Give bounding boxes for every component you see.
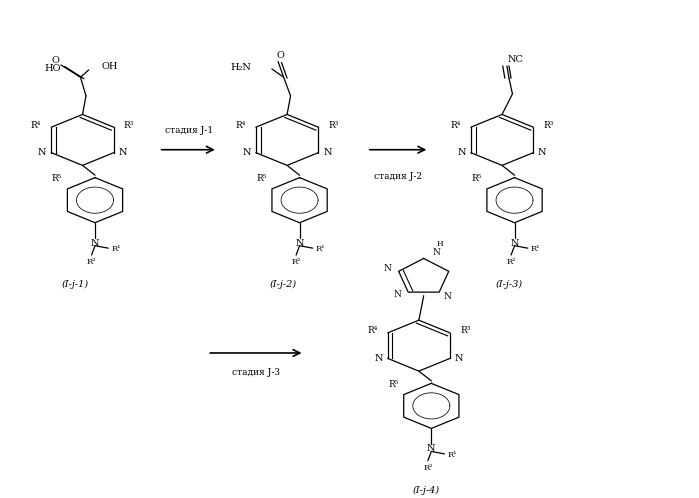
Text: R⁴: R⁴ bbox=[236, 121, 246, 129]
Text: H₂N: H₂N bbox=[231, 63, 252, 72]
Text: R⁵: R⁵ bbox=[52, 174, 62, 183]
Text: R²: R² bbox=[87, 258, 96, 266]
Text: N: N bbox=[427, 445, 435, 454]
Text: R⁴: R⁴ bbox=[367, 327, 377, 336]
Text: H: H bbox=[436, 240, 443, 248]
Text: R³: R³ bbox=[460, 327, 470, 336]
Text: N: N bbox=[444, 291, 452, 300]
Text: O: O bbox=[52, 56, 59, 65]
Text: R¹: R¹ bbox=[531, 245, 540, 253]
Text: N: N bbox=[119, 148, 127, 157]
Text: R²: R² bbox=[423, 464, 433, 472]
Text: R⁵: R⁵ bbox=[388, 380, 398, 389]
Text: R¹: R¹ bbox=[447, 451, 457, 459]
Text: стадия J-1: стадия J-1 bbox=[164, 125, 212, 134]
Text: (I-j-4): (I-j-4) bbox=[412, 486, 440, 495]
Text: R⁵: R⁵ bbox=[257, 174, 266, 183]
Text: стадия J-2: стадия J-2 bbox=[374, 172, 422, 181]
Text: (I-j-3): (I-j-3) bbox=[496, 280, 523, 289]
Text: N: N bbox=[432, 248, 440, 257]
Text: R³: R³ bbox=[124, 121, 134, 129]
Text: стадия J-3: стадия J-3 bbox=[232, 368, 280, 377]
Text: N: N bbox=[375, 354, 383, 363]
Text: N: N bbox=[243, 148, 251, 157]
Text: R²: R² bbox=[506, 258, 516, 266]
Text: N: N bbox=[510, 239, 519, 248]
Text: R¹: R¹ bbox=[111, 245, 120, 253]
Text: N: N bbox=[455, 354, 463, 363]
Text: N: N bbox=[458, 148, 466, 157]
Text: R⁴: R⁴ bbox=[450, 121, 461, 129]
Text: N: N bbox=[91, 239, 99, 248]
Text: R⁵: R⁵ bbox=[471, 174, 482, 183]
Text: N: N bbox=[393, 290, 401, 299]
Text: R³: R³ bbox=[329, 121, 339, 129]
Text: N: N bbox=[384, 264, 391, 273]
Text: O: O bbox=[276, 51, 284, 60]
Text: R¹: R¹ bbox=[316, 245, 325, 253]
Text: N: N bbox=[38, 148, 47, 157]
Text: R³: R³ bbox=[543, 121, 554, 129]
Text: N: N bbox=[323, 148, 331, 157]
Text: OH: OH bbox=[101, 62, 117, 71]
Text: (I-j-2): (I-j-2) bbox=[270, 280, 297, 289]
Text: N: N bbox=[538, 148, 547, 157]
Text: HO: HO bbox=[44, 64, 61, 73]
Text: R²: R² bbox=[291, 258, 301, 266]
Text: N: N bbox=[295, 239, 304, 248]
Text: R⁴: R⁴ bbox=[31, 121, 41, 129]
Text: (I-j-1): (I-j-1) bbox=[62, 280, 89, 289]
Text: NC: NC bbox=[508, 55, 524, 64]
